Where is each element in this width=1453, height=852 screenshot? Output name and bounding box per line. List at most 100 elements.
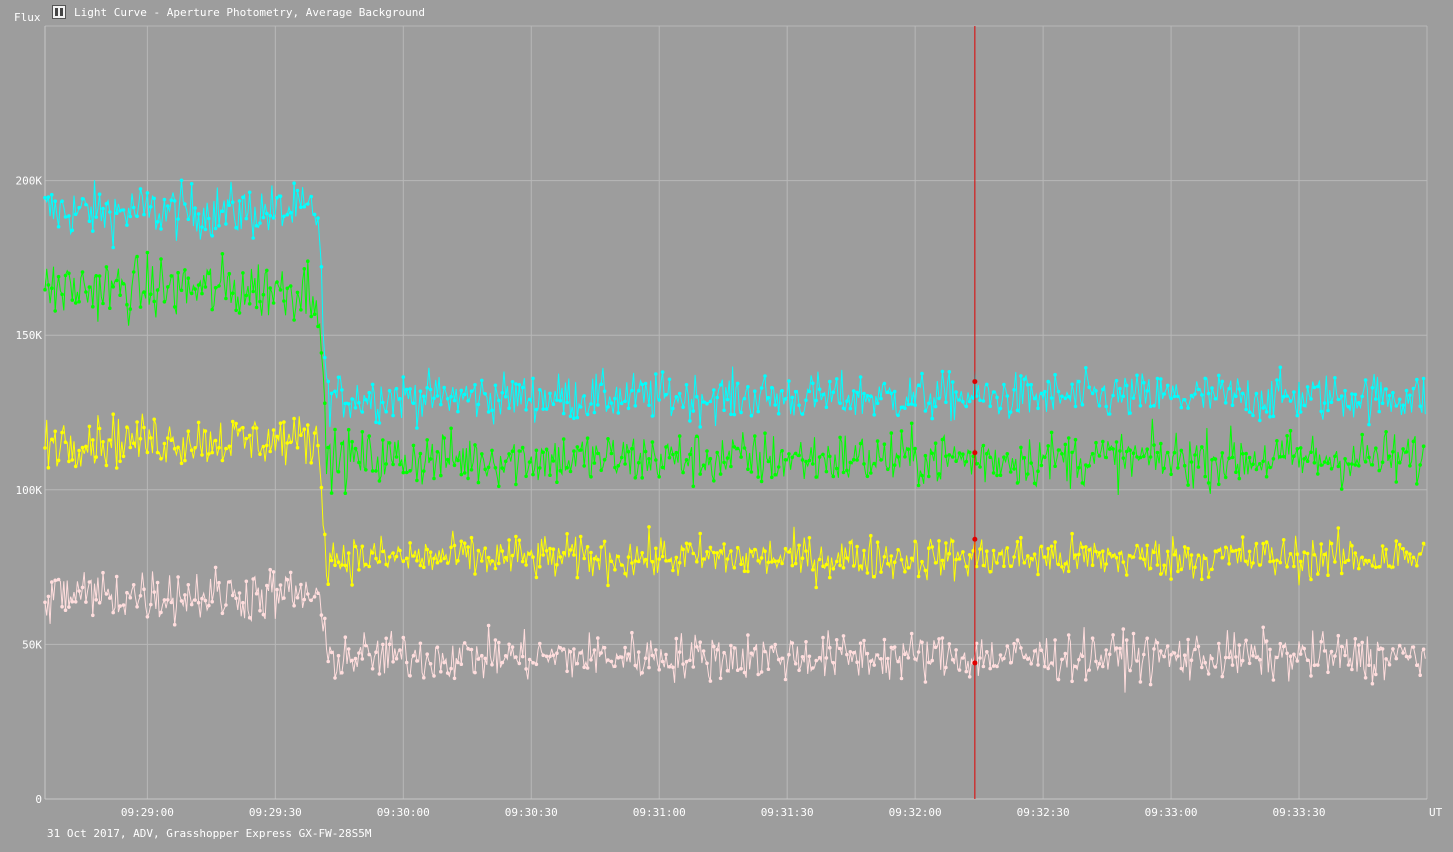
data-point — [957, 668, 962, 672]
data-point — [1319, 463, 1323, 467]
data-point — [101, 570, 105, 575]
data-point — [1285, 565, 1289, 569]
data-point — [1128, 668, 1132, 673]
data-point — [377, 672, 382, 676]
data-point — [439, 669, 443, 674]
data-point — [394, 656, 399, 661]
data-point — [790, 563, 795, 568]
data-point — [114, 574, 119, 579]
data-point — [1353, 551, 1358, 555]
data-point — [896, 413, 900, 418]
data-point — [845, 468, 849, 473]
data-point — [677, 391, 682, 396]
data-point — [896, 548, 900, 552]
data-point — [1234, 394, 1238, 399]
data-point — [384, 636, 389, 641]
data-point — [1312, 385, 1317, 390]
data-point — [1230, 403, 1235, 408]
data-point — [892, 645, 897, 649]
data-point — [189, 448, 194, 453]
data-point — [435, 560, 440, 565]
data-point — [459, 662, 464, 666]
data-point — [1159, 441, 1163, 446]
data-point — [732, 412, 737, 417]
data-point — [1418, 463, 1422, 467]
data-point — [312, 212, 317, 217]
data-point — [862, 391, 866, 396]
light-curve-app-icon[interactable] — [52, 5, 66, 19]
data-point — [1070, 382, 1074, 387]
data-point — [619, 455, 624, 460]
data-point — [1380, 460, 1385, 465]
data-point — [1281, 454, 1286, 459]
data-point — [1220, 555, 1225, 560]
data-point — [53, 578, 57, 583]
data-point — [1138, 404, 1143, 408]
data-point — [691, 409, 696, 413]
data-point — [326, 445, 331, 450]
data-point — [824, 656, 829, 660]
y-tick-label: 50K — [22, 638, 42, 651]
data-point — [360, 657, 365, 661]
data-point — [967, 675, 972, 679]
data-point — [517, 449, 522, 453]
data-point — [759, 479, 764, 484]
data-point — [473, 670, 477, 675]
data-point — [1128, 554, 1132, 558]
data-point — [408, 541, 412, 545]
data-point — [152, 196, 156, 201]
data-point — [237, 311, 242, 315]
data-point — [476, 480, 481, 485]
data-point — [974, 641, 979, 646]
data-point — [974, 564, 979, 569]
data-point — [241, 600, 245, 605]
data-point — [1077, 657, 1081, 662]
data-point — [1148, 566, 1153, 571]
data-point — [364, 562, 368, 567]
data-point — [756, 409, 760, 414]
data-point — [118, 209, 122, 213]
data-point — [299, 205, 303, 209]
data-point — [766, 667, 771, 671]
data-point — [1367, 422, 1371, 427]
data-point — [186, 429, 191, 434]
data-point — [1391, 647, 1395, 651]
data-point — [268, 449, 273, 454]
data-point — [930, 658, 934, 663]
data-point — [739, 666, 743, 671]
data-point — [998, 406, 1003, 411]
data-point — [473, 572, 477, 576]
data-point — [909, 402, 914, 406]
data-point — [84, 202, 88, 207]
data-point — [254, 591, 259, 596]
data-point — [616, 554, 621, 559]
data-point — [346, 647, 351, 651]
data-point — [616, 656, 621, 660]
data-point — [162, 598, 167, 602]
data-point — [927, 474, 931, 479]
data-point — [237, 428, 242, 432]
data-point — [909, 421, 914, 426]
data-point — [589, 402, 593, 406]
data-point — [695, 434, 699, 439]
data-point — [865, 393, 870, 398]
data-point — [1107, 447, 1112, 451]
data-point — [705, 401, 709, 406]
data-point — [326, 582, 331, 586]
data-point — [1305, 385, 1310, 389]
data-point — [1104, 404, 1108, 409]
data-point — [1060, 452, 1064, 456]
data-point — [1247, 455, 1252, 460]
data-point — [456, 660, 460, 665]
data-point — [1298, 410, 1303, 414]
data-point — [422, 469, 426, 473]
data-point — [712, 388, 716, 392]
data-point — [650, 559, 655, 564]
time-cursor[interactable] — [972, 26, 978, 799]
data-point — [787, 550, 791, 554]
data-point — [336, 469, 341, 474]
series-line — [44, 567, 1426, 693]
data-point — [947, 551, 952, 556]
data-point — [203, 227, 208, 232]
